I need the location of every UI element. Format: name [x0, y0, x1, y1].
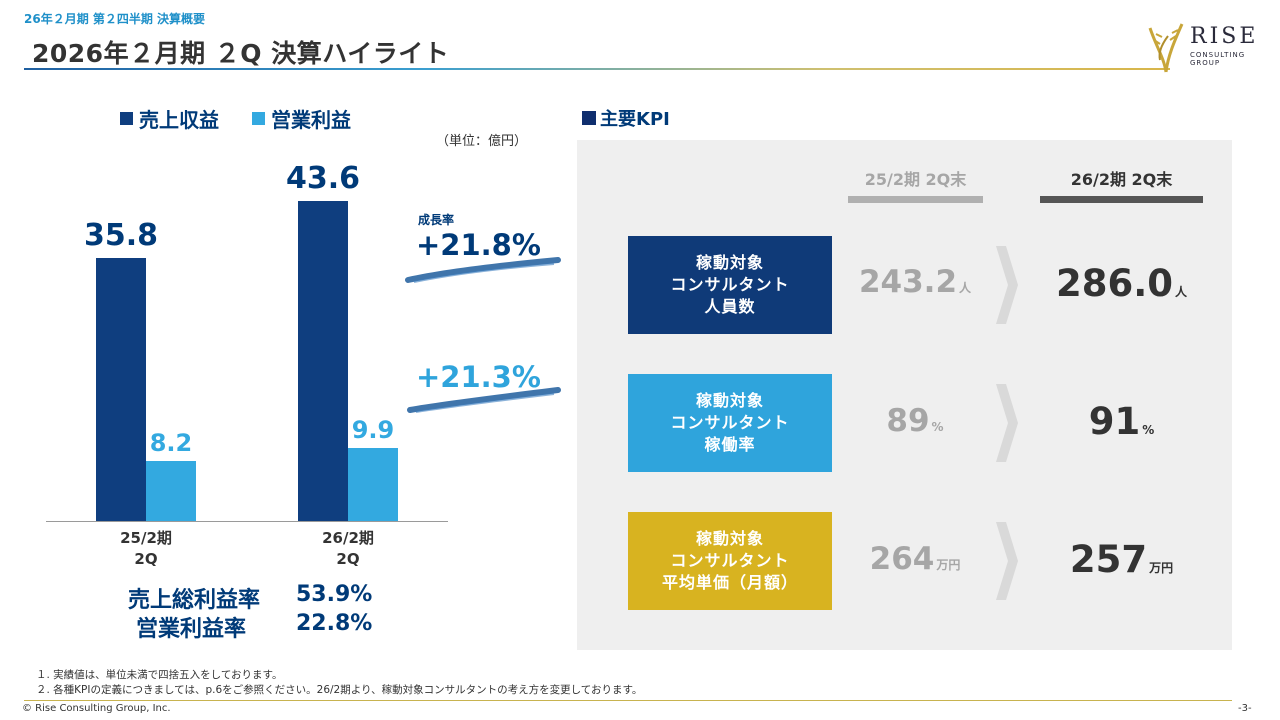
kpi-cur-headcount: 286.0 人	[1055, 262, 1188, 305]
kpi-cur-unit-price: 257 万円	[1069, 538, 1174, 581]
x-axis-label: 25/2期 2Q	[120, 529, 172, 568]
kpi-section-title: 主要KPI	[582, 105, 670, 131]
footer-line	[24, 700, 1232, 701]
profit-growth: +21.3%	[416, 360, 541, 394]
kpi-col-prev-header: 25/2期 2Q末	[864, 170, 967, 189]
logo-subtext: CONSULTING GROUP	[1190, 51, 1246, 67]
section-subtitle: 26年２月期 第２四半期 決算概要	[24, 12, 206, 26]
legend-revenue: 売上収益	[120, 104, 219, 133]
footnote-1: １. 実績値は、単位未満で四捨五入をしております。	[36, 669, 283, 681]
gross-margin-label: 売上総利益率	[128, 588, 261, 613]
profit-growth-underline	[407, 387, 561, 413]
kpi-prev-unit-price: 264 万円	[869, 541, 961, 577]
growth-rate-label: 成長率	[418, 213, 455, 227]
kpi-col-prev-bar	[848, 196, 983, 203]
bar-value-label: 8.2	[149, 428, 193, 457]
kpi-col-cur-bar	[1040, 196, 1203, 203]
operating-margin-label: 営業利益率	[136, 617, 247, 642]
bar-chart: 35.8 8.2 43.6 9.9	[46, 150, 448, 522]
footnotes: １. 実績値は、単位未満で四捨五入をしております。 ２. 各種KPIの定義につき…	[36, 668, 642, 698]
kpi-cur-utilization: 91%	[1088, 400, 1155, 443]
footnote-2: ２. 各種KPIの定義につきましては、p.6をご参照ください。26/2期より、稼…	[36, 684, 643, 696]
logo-name: RISE	[1190, 24, 1259, 49]
bar-value-label: 9.9	[351, 416, 395, 445]
unit-label: （単位：億円）	[436, 134, 528, 149]
operating-margin-value: 22.8%	[296, 611, 373, 636]
kpi-box-headcount: 稼動対象 コンサルタント 人員数	[628, 236, 832, 334]
bar-value-label: 43.6	[285, 161, 361, 196]
chevron-right-icon	[996, 522, 1018, 600]
bar-revenue-0	[96, 258, 146, 521]
kpi-box-utilization: 稼動対象 コンサルタント 稼働率	[628, 374, 832, 472]
kpi-box-unit-price: 稼動対象 コンサルタント 平均単価（月額）	[628, 512, 832, 610]
chevron-right-icon	[996, 384, 1018, 462]
kpi-col-cur-header: 26/2期 2Q末	[1070, 170, 1173, 189]
copyright: © Rise Consulting Group, Inc.	[22, 703, 171, 714]
legend-operating-profit: 営業利益	[252, 104, 351, 133]
kpi-prev-headcount: 243.2 人	[858, 264, 972, 300]
legend-swatch-revenue	[120, 112, 133, 125]
gross-margin-value: 53.9%	[296, 582, 373, 607]
page-title: 2026年２月期 ２Q 決算ハイライト	[32, 39, 450, 68]
kpi-prev-utilization: 89%	[886, 403, 944, 439]
title-underline	[24, 68, 1170, 70]
x-axis-label: 26/2期 2Q	[322, 529, 374, 568]
chart-baseline	[46, 521, 448, 522]
revenue-growth: +21.8%	[416, 228, 541, 262]
bar-revenue-1	[298, 201, 348, 521]
revenue-growth-underline	[405, 257, 561, 283]
wheat-logo-icon	[1148, 23, 1184, 73]
bar-operating-profit-0	[146, 460, 196, 521]
page-number: -3-	[1238, 703, 1252, 714]
chevron-right-icon	[996, 246, 1018, 324]
legend-swatch-profit	[252, 112, 265, 125]
bar-operating-profit-1	[348, 448, 398, 521]
bar-value-label: 35.8	[83, 218, 159, 254]
kpi-title-swatch	[582, 111, 596, 125]
company-logo: RISE CONSULTING GROUP	[1146, 20, 1266, 74]
